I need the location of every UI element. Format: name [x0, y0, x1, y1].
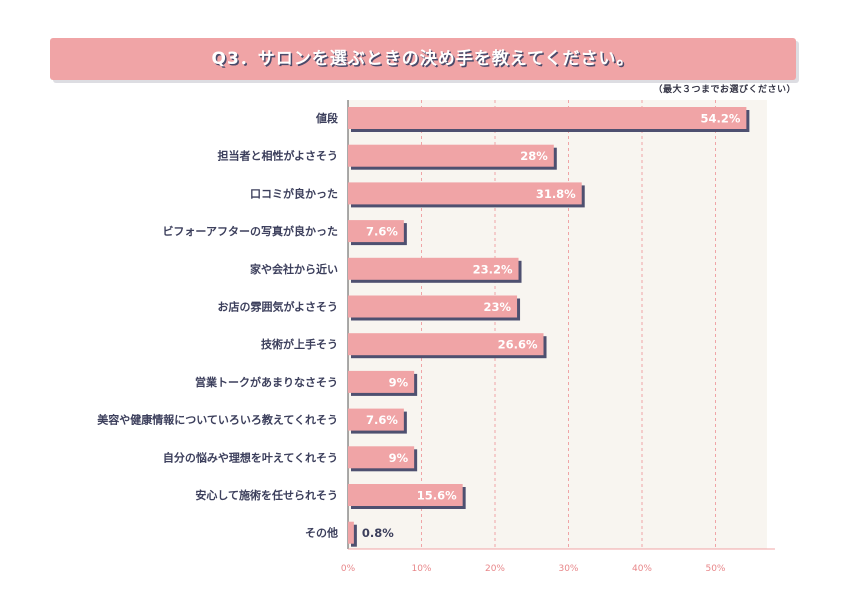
bar	[348, 182, 582, 205]
data-label: 7.6%	[366, 413, 398, 427]
bar	[348, 446, 415, 469]
title-banner: Q3．サロンを選ぶときの決め手を教えてください。	[50, 38, 796, 80]
plot-area	[348, 100, 767, 549]
category-label: 口コミが良かった	[250, 186, 338, 200]
category-label: 自分の悩みや理想を叶えてくれそう	[163, 450, 338, 464]
bar	[348, 333, 544, 356]
data-label: 54.2%	[700, 112, 740, 126]
bar	[348, 370, 415, 393]
data-label: 31.8%	[536, 187, 576, 201]
bar	[348, 521, 354, 544]
x-tick-label: 20%	[485, 564, 505, 574]
category-label: 家や会社から近い	[250, 262, 338, 276]
category-label: 値段	[315, 111, 338, 125]
bar	[348, 408, 404, 431]
bar	[348, 107, 747, 129]
data-label: 15.6%	[417, 489, 457, 503]
x-tick-label: 10%	[411, 564, 431, 574]
bar	[348, 257, 519, 280]
data-label: 9%	[389, 451, 409, 465]
category-label: 美容や健康情報についていろいろ教えてくれそう	[97, 413, 338, 427]
data-label: 26.6%	[498, 338, 538, 352]
x-tick-label: 50%	[705, 564, 725, 574]
bar	[348, 295, 518, 318]
category-label: 営業トークがあまりなさそう	[195, 375, 338, 389]
x-tick-label: 40%	[632, 564, 652, 574]
chart-note: （最大３つまでお選びください）	[653, 85, 796, 95]
category-label: 安心して施術を任せられそう	[195, 488, 338, 502]
category-label: 技術が上手そう	[261, 337, 338, 351]
x-tick-label: 0%	[341, 564, 356, 574]
bar	[348, 484, 463, 506]
category-label: ビフォーアフターの写真が良かった	[162, 224, 338, 238]
x-tick-label: 30%	[558, 564, 578, 574]
bar	[348, 220, 404, 243]
data-label: 7.6%	[366, 225, 398, 239]
data-label: 28%	[520, 149, 548, 163]
bar-shadow	[351, 524, 357, 547]
data-label: 9%	[389, 375, 409, 389]
data-label: 0.8%	[362, 526, 394, 540]
data-label: 23.2%	[473, 262, 513, 276]
category-label: お店の雰囲気がよさそう	[218, 300, 338, 314]
category-label: 担当者と相性がよさそう	[218, 149, 338, 163]
bar	[348, 144, 554, 167]
category-label: その他	[305, 526, 338, 540]
data-label: 23%	[484, 300, 512, 314]
chart-title: Q3．サロンを選ぶときの決め手を教えてください。	[211, 49, 635, 69]
